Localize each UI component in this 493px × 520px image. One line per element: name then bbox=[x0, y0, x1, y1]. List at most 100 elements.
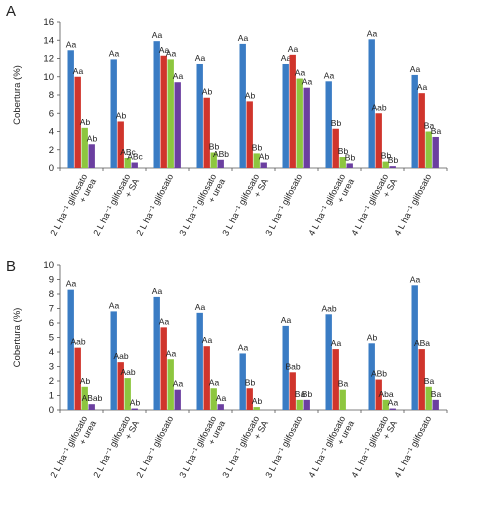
data-label: Bb bbox=[331, 118, 342, 128]
bar bbox=[411, 285, 418, 410]
bar bbox=[432, 399, 439, 410]
data-label: Aa bbox=[166, 48, 177, 58]
data-label: Bb bbox=[381, 151, 392, 161]
data-label: Aa bbox=[209, 377, 220, 387]
bar bbox=[67, 50, 74, 168]
data-label: Aa bbox=[324, 70, 335, 80]
data-label: Ab bbox=[252, 396, 263, 406]
data-label: ABb bbox=[213, 149, 229, 159]
data-label: ABab bbox=[82, 393, 103, 403]
bar bbox=[153, 41, 160, 168]
bar bbox=[346, 163, 353, 168]
y-tick-label: 0 bbox=[49, 405, 54, 416]
bar bbox=[339, 389, 346, 410]
data-label: Aa bbox=[109, 48, 120, 58]
bar bbox=[81, 386, 88, 410]
data-label: Ab bbox=[87, 133, 98, 143]
data-label: Aa bbox=[216, 393, 227, 403]
category-label: 4 L ha⁻¹ glifosato+ urea bbox=[306, 414, 356, 484]
data-label: Aa bbox=[152, 286, 163, 296]
bar bbox=[296, 78, 303, 168]
data-label: Ab bbox=[202, 87, 213, 97]
data-label: Aa bbox=[281, 315, 292, 325]
bar bbox=[239, 353, 246, 410]
data-label: Ba bbox=[338, 379, 349, 389]
bar bbox=[339, 157, 346, 168]
bar bbox=[289, 372, 296, 410]
bar bbox=[260, 162, 267, 168]
y-tick-label: 0 bbox=[49, 163, 54, 174]
bar bbox=[368, 343, 375, 410]
y-tick-label: 6 bbox=[49, 108, 54, 119]
bar bbox=[246, 388, 253, 410]
bar bbox=[196, 63, 203, 168]
bar bbox=[167, 359, 174, 410]
bar bbox=[167, 59, 174, 168]
y-tick-label: 2 bbox=[49, 376, 54, 387]
bar bbox=[411, 74, 418, 168]
data-label: Ba bbox=[431, 126, 442, 136]
y-tick-label: 8 bbox=[49, 90, 54, 101]
data-label: Aa bbox=[238, 33, 249, 43]
bar bbox=[432, 136, 439, 168]
data-label: Aa bbox=[410, 274, 421, 284]
category-label: 4 L ha⁻¹ glifosato+ SA bbox=[349, 414, 399, 484]
bar bbox=[282, 63, 289, 168]
y-axis-title: Cobertura (%) bbox=[12, 308, 23, 368]
y-tick-label: 4 bbox=[49, 347, 54, 358]
bar bbox=[196, 312, 203, 410]
category-label-line1: 3 L ha⁻¹ glifosato bbox=[177, 414, 218, 479]
data-label: ABc bbox=[120, 147, 136, 157]
bar bbox=[110, 311, 117, 410]
y-tick-label: 5 bbox=[49, 333, 54, 344]
data-label: Aa bbox=[73, 66, 84, 76]
category-label-line1: 2 L ha⁻¹ glifosato bbox=[48, 172, 89, 237]
bar bbox=[418, 93, 425, 168]
data-label: Aa bbox=[295, 68, 306, 78]
bar bbox=[332, 128, 339, 168]
bar bbox=[210, 388, 217, 410]
bar bbox=[74, 347, 81, 410]
bar bbox=[131, 408, 138, 410]
category-label: 3 L ha⁻¹ glifosato+ SA bbox=[220, 414, 270, 484]
bar bbox=[325, 81, 332, 168]
bar bbox=[67, 289, 74, 410]
bar bbox=[74, 76, 81, 168]
bar bbox=[289, 54, 296, 168]
y-tick-label: 10 bbox=[43, 72, 54, 83]
bar bbox=[110, 59, 117, 168]
bar bbox=[389, 166, 396, 168]
data-label: Ba bbox=[424, 121, 435, 131]
y-tick-label: 3 bbox=[49, 362, 54, 373]
bar bbox=[124, 157, 131, 168]
bar bbox=[296, 399, 303, 410]
data-label: Aab bbox=[70, 337, 85, 347]
bar bbox=[332, 349, 339, 410]
bar bbox=[203, 97, 210, 168]
data-label: Bb bbox=[345, 152, 356, 162]
category-label: 3 L ha⁻¹ glifosato+ urea bbox=[177, 172, 227, 242]
bar bbox=[210, 152, 217, 168]
data-label: Aa bbox=[159, 45, 170, 55]
bar bbox=[174, 82, 181, 168]
y-tick-label: 10 bbox=[43, 260, 54, 271]
data-label: Bb bbox=[245, 377, 256, 387]
bar bbox=[203, 346, 210, 410]
data-label: Ab bbox=[116, 110, 127, 120]
y-tick-label: 12 bbox=[43, 54, 54, 65]
bar bbox=[425, 131, 432, 168]
data-label: Bb bbox=[302, 389, 313, 399]
bar bbox=[131, 162, 138, 168]
data-label: Aab bbox=[120, 367, 135, 377]
data-label: Aa bbox=[66, 39, 77, 49]
data-label: ABa bbox=[414, 338, 430, 348]
bar bbox=[368, 39, 375, 169]
category-label: 2 L ha⁻¹ glifosato+ urea bbox=[48, 414, 98, 484]
data-label: Aab bbox=[371, 102, 386, 112]
data-label: Aba bbox=[378, 389, 393, 399]
data-label: Aa bbox=[331, 338, 342, 348]
data-label: Bab bbox=[285, 361, 300, 371]
data-label: Ba bbox=[431, 389, 442, 399]
category-label-line1: 2 L ha⁻¹ glifosato bbox=[48, 414, 89, 479]
